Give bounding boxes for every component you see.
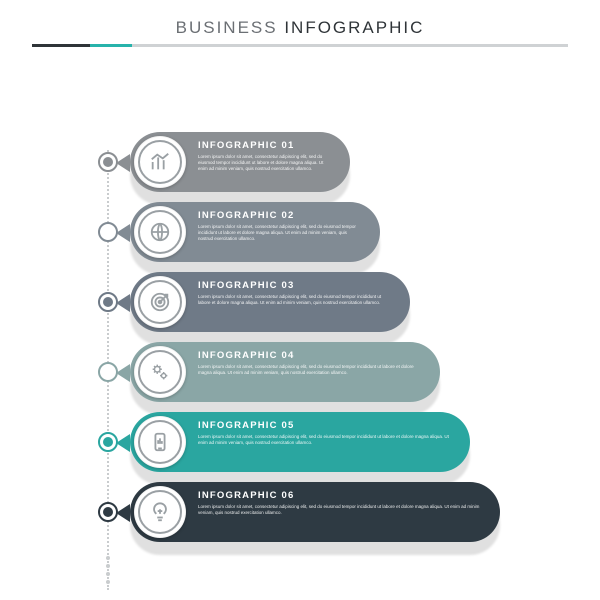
row-body: Lorem ipsum dolor sit amet, consectetur … — [198, 504, 482, 516]
header-rule — [32, 44, 568, 47]
row-body: Lorem ipsum dolor sit amet, consectetur … — [198, 154, 332, 172]
infographic-row: INFOGRAPHIC 02 Lorem ipsum dolor sit amet… — [130, 202, 380, 272]
row-title: INFOGRAPHIC 01 — [198, 140, 332, 151]
row-text: INFOGRAPHIC 02 Lorem ipsum dolor sit amet… — [198, 210, 362, 242]
row-title: INFOGRAPHIC 03 — [198, 280, 392, 291]
target-icon — [138, 280, 182, 324]
row-body: Lorem ipsum dolor sit amet, consectetur … — [198, 224, 362, 242]
row-body: Lorem ipsum dolor sit amet, consectetur … — [198, 434, 452, 446]
row-arrow — [116, 504, 130, 522]
infographic-row: INFOGRAPHIC 04 Lorem ipsum dolor sit amet… — [130, 342, 440, 412]
infographic-row: INFOGRAPHIC 01 Lorem ipsum dolor sit amet… — [130, 132, 350, 202]
row-title: INFOGRAPHIC 02 — [198, 210, 362, 221]
row-title: INFOGRAPHIC 05 — [198, 420, 452, 431]
timeline-node — [98, 152, 118, 172]
icon-badge — [134, 346, 186, 398]
pill: INFOGRAPHIC 02 Lorem ipsum dolor sit amet… — [130, 202, 380, 262]
icon-badge — [134, 136, 186, 188]
timeline-node — [98, 222, 118, 242]
icon-badge — [134, 276, 186, 328]
globe-icon — [138, 210, 182, 254]
header-suffix: INFOGRAPHIC — [284, 18, 424, 37]
pill: INFOGRAPHIC 03 Lorem ipsum dolor sit amet… — [130, 272, 410, 332]
pill: INFOGRAPHIC 04 Lorem ipsum dolor sit amet… — [130, 342, 440, 402]
row-text: INFOGRAPHIC 01 Lorem ipsum dolor sit amet… — [198, 140, 332, 172]
timeline-node — [98, 362, 118, 382]
row-title: INFOGRAPHIC 04 — [198, 350, 422, 361]
row-text: INFOGRAPHIC 06 Lorem ipsum dolor sit amet… — [198, 490, 482, 516]
row-arrow — [116, 294, 130, 312]
pill: INFOGRAPHIC 06 Lorem ipsum dolor sit amet… — [130, 482, 500, 542]
stage: INFOGRAPHIC 01 Lorem ipsum dolor sit amet… — [0, 120, 600, 600]
row-arrow — [116, 434, 130, 452]
icon-badge — [134, 486, 186, 538]
row-text: INFOGRAPHIC 05 Lorem ipsum dolor sit amet… — [198, 420, 452, 446]
infographic-row: INFOGRAPHIC 03 Lorem ipsum dolor sit amet… — [130, 272, 410, 342]
infographic-row: INFOGRAPHIC 05 Lorem ipsum dolor sit amet… — [130, 412, 470, 482]
row-title: INFOGRAPHIC 06 — [198, 490, 482, 501]
icon-badge — [134, 206, 186, 258]
timeline-node — [98, 292, 118, 312]
icon-badge — [134, 416, 186, 468]
infographic-row: INFOGRAPHIC 06 Lorem ipsum dolor sit amet… — [130, 482, 500, 552]
row-body: Lorem ipsum dolor sit amet, consectetur … — [198, 294, 392, 306]
timeline-node — [98, 432, 118, 452]
row-body: Lorem ipsum dolor sit amet, consectetur … — [198, 364, 422, 376]
pill: INFOGRAPHIC 05 Lorem ipsum dolor sit amet… — [130, 412, 470, 472]
bars-icon — [138, 140, 182, 184]
row-text: INFOGRAPHIC 03 Lorem ipsum dolor sit amet… — [198, 280, 392, 306]
timeline-node — [98, 502, 118, 522]
row-text: INFOGRAPHIC 04 Lorem ipsum dolor sit amet… — [198, 350, 422, 376]
row-arrow — [116, 364, 130, 382]
header-prefix: BUSINESS — [176, 18, 278, 37]
header: BUSINESS INFOGRAPHIC — [0, 0, 600, 38]
pill: INFOGRAPHIC 01 Lorem ipsum dolor sit amet… — [130, 132, 350, 192]
phone-icon — [138, 420, 182, 464]
bulb-icon — [138, 490, 182, 534]
row-arrow — [116, 154, 130, 172]
row-arrow — [116, 224, 130, 242]
gears-icon — [138, 350, 182, 394]
